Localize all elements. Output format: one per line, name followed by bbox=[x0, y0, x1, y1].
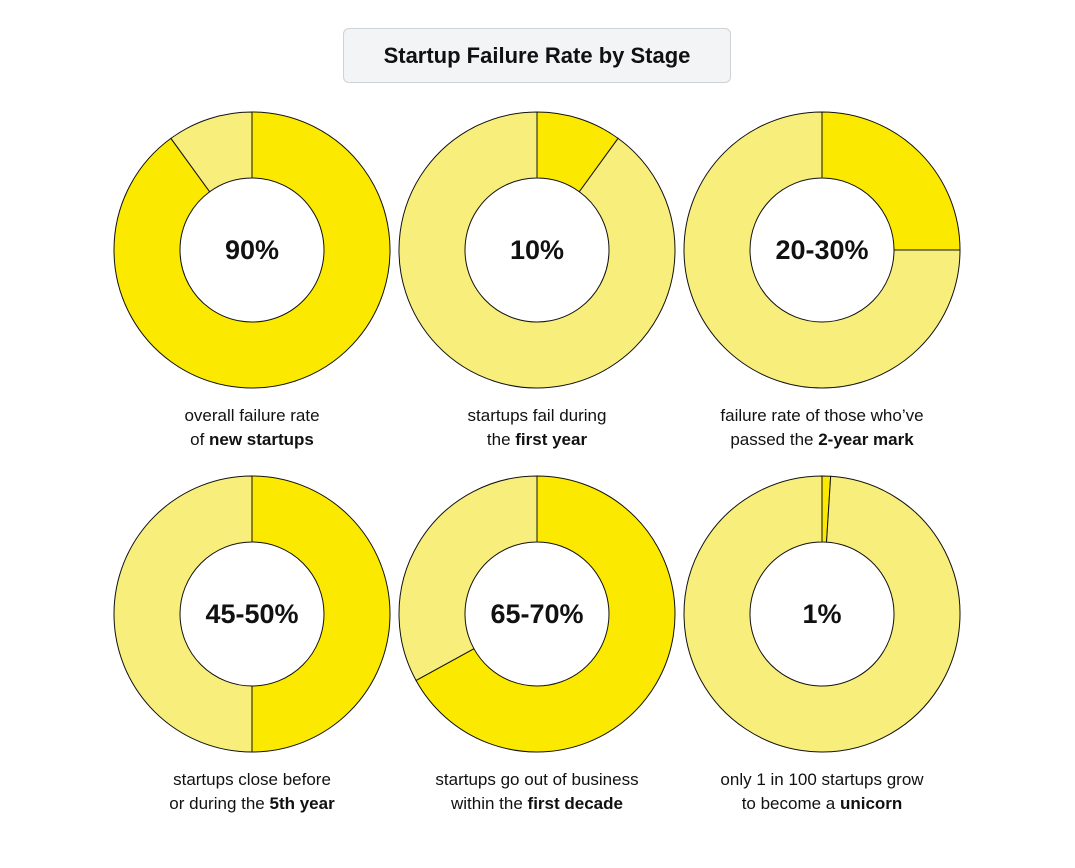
remainder-slice bbox=[398, 111, 676, 389]
caption-line: startups close before bbox=[173, 770, 331, 789]
caption-line: the first year bbox=[397, 428, 677, 452]
caption-line: to become a unicorn bbox=[682, 792, 962, 816]
donut-value-label: 45-50% bbox=[205, 599, 298, 629]
remainder-slice bbox=[398, 475, 538, 682]
caption-emphasis: new startups bbox=[209, 430, 314, 449]
donut-value-label: 10% bbox=[510, 235, 564, 265]
donut-value-label: 20-30% bbox=[775, 235, 868, 265]
donut-caption: startups fail during the first year bbox=[397, 404, 677, 452]
highlight-slice bbox=[821, 111, 961, 251]
caption-emphasis: first year bbox=[515, 430, 588, 449]
donut-caption: overall failure rate of new startups bbox=[112, 404, 392, 452]
caption-emphasis: first decade bbox=[527, 794, 623, 813]
remainder-slice bbox=[113, 475, 253, 753]
caption-line: passed the 2-year mark bbox=[682, 428, 962, 452]
caption-text: the bbox=[486, 430, 516, 449]
remainder-slice bbox=[683, 475, 961, 753]
caption-text: passed the bbox=[730, 430, 819, 449]
caption-emphasis: 5th year bbox=[269, 794, 335, 813]
caption-line: only 1 in 100 startups grow bbox=[720, 770, 924, 789]
highlight-slice bbox=[251, 475, 391, 753]
caption-text: of bbox=[190, 430, 210, 449]
donut-caption: startups close before or during the 5th y… bbox=[112, 768, 392, 816]
caption-line: of new startups bbox=[112, 428, 392, 452]
highlight-slice bbox=[113, 111, 391, 389]
caption-text: within the bbox=[451, 794, 528, 813]
caption-line: failure rate of those who’ve bbox=[720, 406, 924, 425]
caption-emphasis: unicorn bbox=[839, 794, 903, 813]
donut-caption: startups go out of business within the fi… bbox=[397, 768, 677, 816]
caption-text: to become a bbox=[741, 794, 840, 813]
donut-value-label: 65-70% bbox=[490, 599, 583, 629]
donut-caption: only 1 in 100 startups grow to become a u… bbox=[682, 768, 962, 816]
caption-line: within the first decade bbox=[397, 792, 677, 816]
caption-line: or during the 5th year bbox=[112, 792, 392, 816]
caption-line: startups go out of business bbox=[435, 770, 639, 789]
caption-emphasis: 2-year mark bbox=[818, 430, 914, 449]
caption-text: or during the bbox=[169, 794, 270, 813]
donut-value-label: 90% bbox=[225, 235, 279, 265]
highlight-slice bbox=[415, 475, 676, 753]
chart-title: Startup Failure Rate by Stage bbox=[343, 28, 731, 83]
donut-value-label: 1% bbox=[802, 599, 841, 629]
caption-line: overall failure rate bbox=[184, 406, 320, 425]
donut-caption: failure rate of those who’ve passed the 2… bbox=[682, 404, 962, 452]
remainder-slice bbox=[170, 111, 253, 193]
remainder-slice bbox=[683, 111, 961, 389]
caption-line: startups fail during bbox=[467, 406, 607, 425]
